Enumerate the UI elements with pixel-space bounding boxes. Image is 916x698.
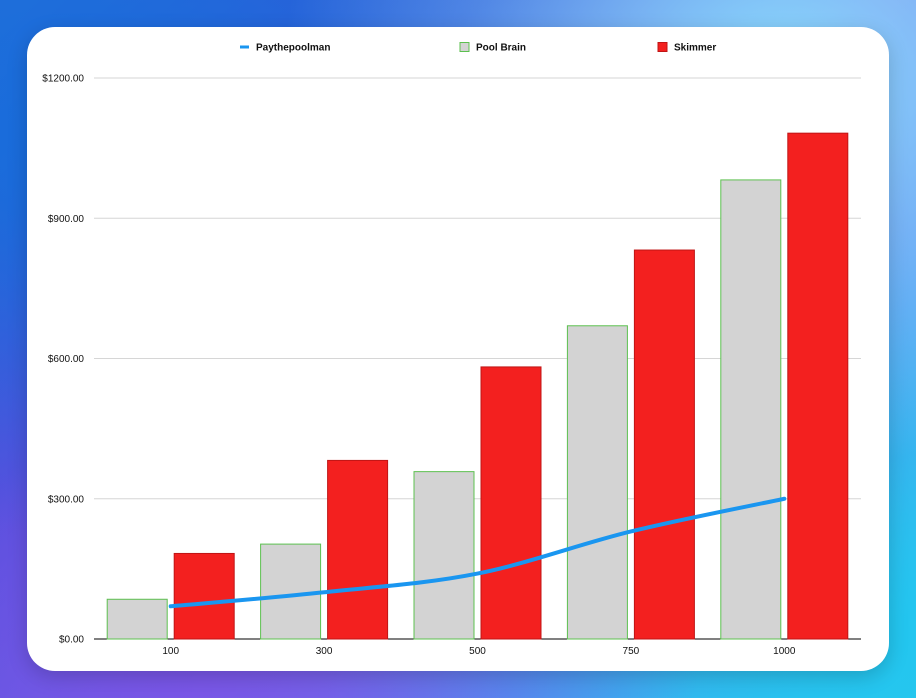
bar-pool-brain — [413, 471, 475, 640]
bar-skimmer — [787, 132, 849, 640]
x-tick-label: 300 — [316, 646, 333, 657]
y-tick-label: $0.00 — [59, 635, 84, 646]
y-tick-label: $1200.00 — [42, 74, 84, 85]
x-axis-ticks: 100 300 500 750 1000 — [162, 646, 796, 657]
y-tick-label: $900.00 — [48, 214, 85, 225]
x-tick-label: 1000 — [773, 646, 796, 657]
bar-skimmer — [480, 366, 542, 640]
bar-pool-brain — [566, 325, 628, 640]
line-series — [168, 496, 787, 609]
legend-label-skimmer: Skimmer — [674, 43, 716, 54]
bar-pool-brain — [260, 543, 322, 640]
legend-swatch-pool-brain — [459, 42, 470, 52]
bar-skimmer — [633, 249, 695, 640]
legend: Paythepoolman Pool Brain Skimmer — [240, 42, 716, 54]
bar-pool-brain — [720, 179, 782, 640]
bar-skimmer — [327, 459, 389, 640]
legend-label-pool-brain: Pool Brain — [476, 43, 526, 54]
x-tick-label: 100 — [162, 646, 179, 657]
y-tick-label: $300.00 — [48, 494, 85, 505]
bar-skimmer — [173, 552, 235, 640]
legend-swatch-skimmer — [657, 42, 668, 52]
x-tick-label: 500 — [469, 646, 486, 657]
y-tick-label: $600.00 — [48, 354, 85, 365]
y-axis-ticks: $0.00 $300.00 $600.00 $900.00 $1200.00 — [42, 74, 84, 646]
bar-pool-brain — [106, 598, 168, 640]
x-tick-label: 750 — [623, 646, 640, 657]
bars — [106, 132, 849, 640]
line-paythepoolman — [168, 496, 787, 609]
legend-label-paythepoolman: Paythepoolman — [256, 43, 330, 54]
